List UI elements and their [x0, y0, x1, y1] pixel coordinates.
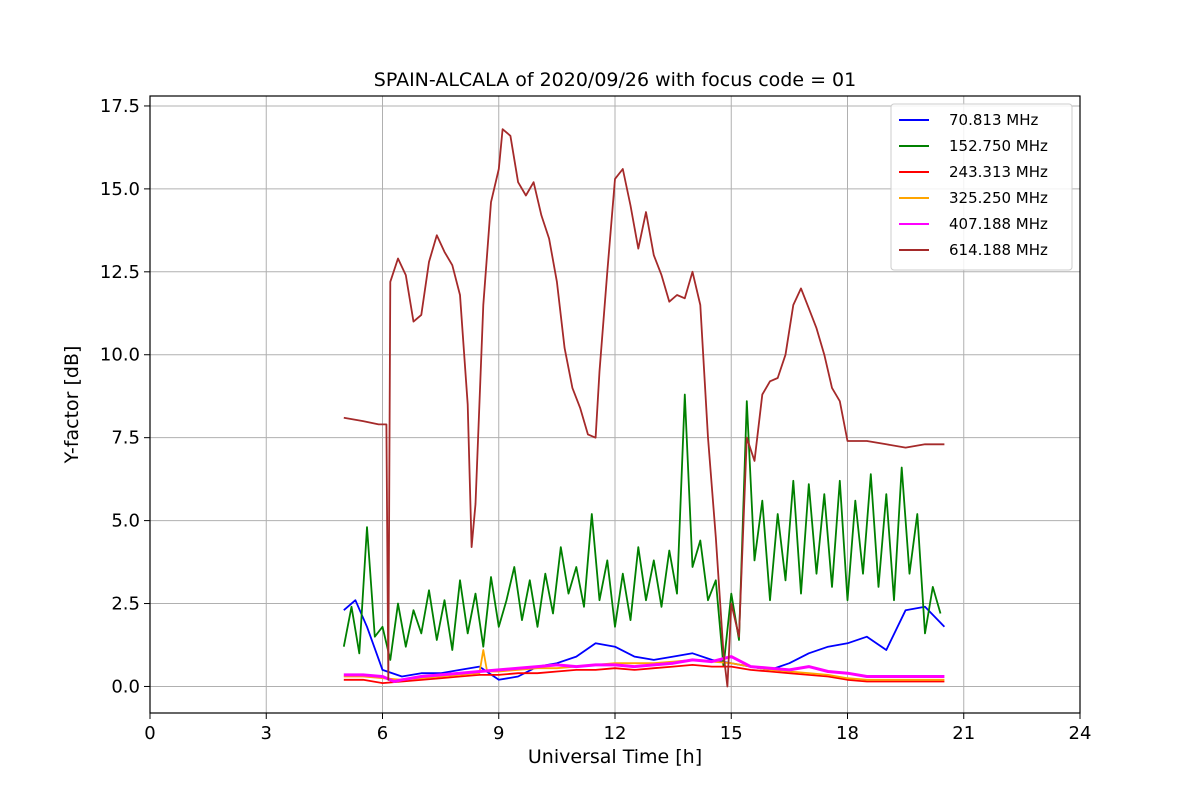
legend: 70.813 MHz 152.750 MHz 243.313 MHz 325.250 …: [890, 103, 1073, 271]
legend-entry-label: 325.250 MHz: [949, 189, 1048, 207]
legend-entry-label: 407.188 MHz: [949, 215, 1048, 233]
x-tick-label: 15: [720, 723, 743, 744]
x-tick-label: 12: [604, 723, 627, 744]
x-tick-label: 9: [493, 723, 504, 744]
series-line-3: [343, 664, 945, 684]
series-line-1: [343, 599, 946, 681]
x-tick-label: 21: [952, 723, 975, 744]
x-tick-label: 0: [144, 723, 155, 744]
chart-title: SPAIN-ALCALA of 2020/09/26 with focus co…: [374, 69, 856, 91]
axis-ticks: 0 3 6 9 12 15 18 21 24 0.0 2.5 5.0 7.5 10.0 12.5 15.0 17…: [100, 96, 1092, 744]
series-layer: [342, 128, 946, 688]
y-tick-label: 7.5: [111, 428, 140, 449]
x-tick-label: 3: [261, 723, 272, 744]
series-line-2: [342, 393, 942, 668]
x-tick-label: 6: [377, 723, 388, 744]
y-tick-label: 17.5: [100, 96, 140, 117]
series-line-4: [343, 649, 945, 681]
legend-entry-label: 243.313 MHz: [949, 163, 1048, 181]
y-tick-label: 10.0: [100, 345, 140, 366]
x-tick-label: 18: [836, 723, 859, 744]
grid: [149, 96, 1081, 713]
legend-entry-label: 152.750 MHz: [949, 137, 1048, 155]
series-line-6: [343, 128, 945, 688]
legend-box: [890, 103, 1073, 271]
y-tick-label: 15.0: [100, 179, 140, 200]
series-line-5: [343, 655, 945, 683]
y-tick-label: 2.5: [111, 594, 140, 615]
x-tick-label: 24: [1069, 723, 1092, 744]
y-tick-label: 12.5: [100, 262, 140, 283]
y-tick-label: 0.0: [111, 676, 140, 697]
y-tick-label: 5.0: [111, 511, 140, 532]
y-axis-label: Y-factor [dB]: [61, 346, 83, 465]
legend-entry-label: 614.188 MHz: [949, 241, 1048, 259]
x-axis-label: Universal Time [h]: [528, 746, 702, 768]
legend-entry-label: 70.813 MHz: [949, 111, 1038, 129]
